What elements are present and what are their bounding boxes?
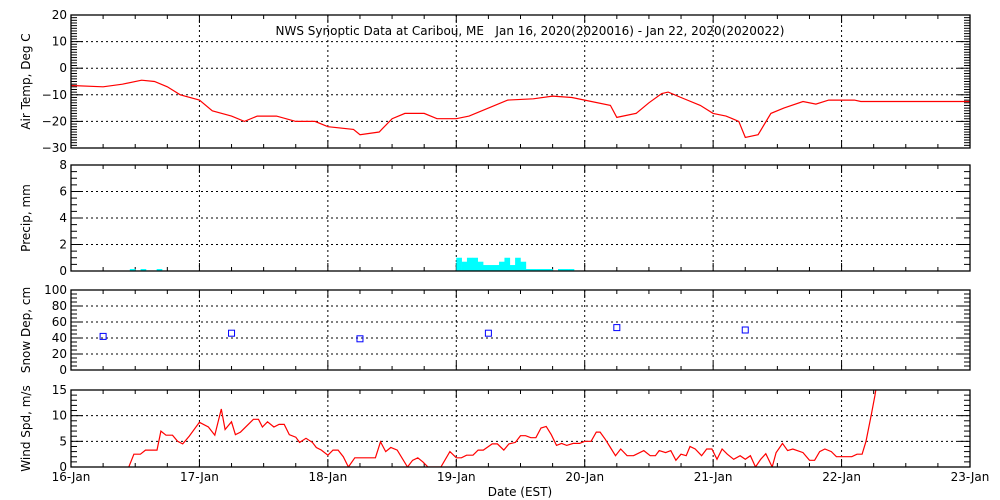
y-tick-label: 8 — [59, 158, 67, 172]
y-tick-label: 2 — [59, 238, 67, 252]
precip-bar — [536, 269, 543, 271]
snow-depth-marker — [741, 326, 749, 334]
x-tick-label: 18-Jan — [308, 470, 347, 484]
y-tick-label: 4 — [59, 211, 67, 225]
precip-bar — [525, 269, 532, 271]
precip-bar — [482, 265, 489, 271]
precip-bar — [493, 265, 500, 271]
precip-bar — [515, 257, 521, 271]
snow-depth-marker — [228, 329, 236, 337]
x-tick-label: 19-Jan — [437, 470, 476, 484]
precip-bar — [520, 261, 527, 271]
precip-bar — [472, 257, 478, 271]
y-tick-label: 60 — [52, 315, 67, 329]
y-tick-label: −30 — [42, 141, 67, 155]
panel-snow-depth: 100 80 60 40 20 0 Snow Dep, cm — [19, 283, 971, 377]
snow-depth-marker — [356, 335, 364, 343]
panel-frame — [70, 289, 971, 371]
chart-title: NWS Synoptic Data at Caribou, ME Jan 16,… — [276, 24, 785, 38]
precip-bar — [504, 257, 511, 271]
panel-frame — [70, 14, 971, 149]
precip-bar — [477, 261, 484, 271]
precip-bar — [461, 261, 468, 271]
y-axis-label: Snow Dep, cm — [19, 287, 33, 373]
precip-bar — [466, 257, 473, 271]
y-tick-label: 100 — [44, 283, 67, 297]
precip-bar — [129, 269, 136, 271]
panel-air-temp: 20 10 0 −10 −20 −30 Air Temp, Deg C — [19, 8, 971, 155]
precip-bar — [140, 269, 147, 271]
precip-bar — [156, 269, 163, 271]
y-tick-label: 20 — [52, 347, 67, 361]
y-tick-label: 0 — [59, 61, 67, 75]
y-axis-label: Air Temp, Deg C — [19, 33, 33, 129]
precip-bar — [541, 269, 548, 271]
precip-bar — [509, 265, 516, 271]
y-tick-label: 80 — [52, 299, 67, 313]
panel-wind-speed: 15 10 5 0 Wind Spd, m/s — [19, 383, 971, 474]
precip-bar — [499, 261, 505, 271]
y-tick-label: 0 — [59, 460, 67, 474]
precip-bar — [563, 269, 569, 271]
y-axis-label: Wind Spd, m/s — [19, 385, 33, 471]
series-wind-speed — [128, 390, 877, 467]
y-tick-label: 6 — [59, 185, 67, 199]
y-tick-label: −20 — [42, 114, 67, 128]
y-tick-label: 15 — [52, 383, 67, 397]
y-tick-label: 20 — [52, 8, 67, 22]
precip-bar — [568, 269, 575, 271]
line-air-temp — [71, 79, 970, 139]
panel-precip: 8 6 4 2 0 Precip, mm — [19, 158, 971, 278]
precip-bar — [456, 257, 462, 271]
y-axis-label: Precip, mm — [19, 184, 33, 252]
panel-frame — [70, 164, 971, 272]
precip-bar — [488, 265, 495, 271]
x-tick-label: 23-Jan — [951, 470, 990, 484]
panel-frame — [70, 389, 971, 468]
precip-bar — [531, 269, 537, 271]
line-wind-speed — [128, 390, 877, 467]
y-tick-label: 0 — [59, 363, 67, 377]
y-tick-label: 0 — [59, 264, 67, 278]
y-tick-label: 40 — [52, 331, 67, 345]
series-snow-depth — [99, 324, 749, 343]
snow-depth-marker — [99, 332, 107, 340]
snow-depth-marker — [484, 329, 492, 337]
precip-bar — [547, 269, 553, 271]
y-tick-label: 5 — [59, 434, 67, 448]
x-tick-label: 21-Jan — [694, 470, 733, 484]
precip-bar — [558, 269, 564, 271]
x-tick-label: 17-Jan — [180, 470, 219, 484]
x-tick-label: 16-Jan — [52, 470, 91, 484]
x-tick-label: 22-Jan — [822, 470, 861, 484]
y-tick-label: −10 — [42, 88, 67, 102]
x-tick-label: 20-Jan — [565, 470, 604, 484]
series-precip — [129, 257, 575, 271]
snow-depth-marker — [613, 324, 621, 332]
x-axis-label: Date (EST) — [488, 485, 552, 499]
y-tick-label: 10 — [52, 409, 67, 423]
y-tick-label: 10 — [52, 35, 67, 49]
series-air-temp — [71, 79, 970, 139]
